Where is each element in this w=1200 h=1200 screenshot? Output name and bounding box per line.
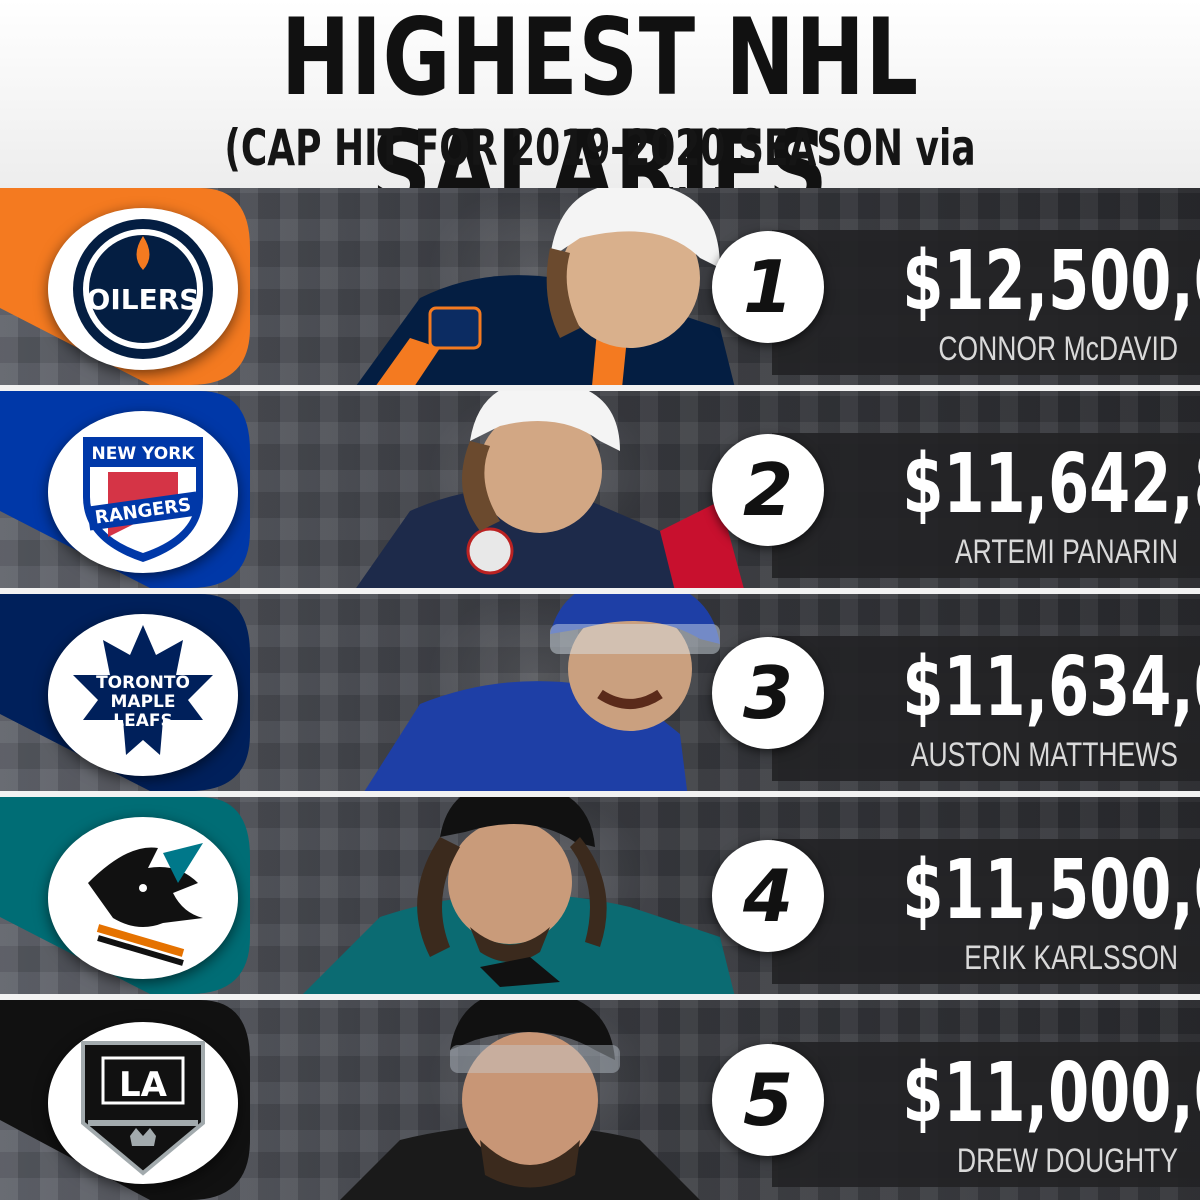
salary-amount: $11,500,000 xyxy=(902,843,1200,938)
ranking-row-3: TORONTO MAPLE LEAFS 3 $11,634,000 AUSTON… xyxy=(0,594,1200,791)
sharks-logo-icon xyxy=(88,843,203,966)
player-silhouette-icon xyxy=(340,1000,700,1200)
team-logo xyxy=(48,817,238,979)
player-name: ERIK KARLSSON xyxy=(964,939,1178,977)
row-divider xyxy=(0,791,1200,797)
maple-leafs-logo-icon: TORONTO MAPLE LEAFS xyxy=(73,625,213,755)
salary-amount: $11,642,857 xyxy=(902,437,1200,532)
team-logo: NEW YORK RANGERS xyxy=(48,411,238,573)
salary-panel: $11,634,000 AUSTON MATTHEWS xyxy=(772,636,1200,781)
svg-text:NEW YORK: NEW YORK xyxy=(92,444,196,464)
svg-text:TORONTO: TORONTO xyxy=(96,673,190,693)
salary-panel: $11,642,857 ARTEMI PANARIN xyxy=(772,433,1200,578)
svg-text:MAPLE: MAPLE xyxy=(111,692,176,712)
salary-panel: $12,500,000 CONNOR McDAVID xyxy=(772,230,1200,375)
player-silhouette-icon xyxy=(364,594,720,791)
header: HIGHEST NHL SALARIES (CAP HIT FOR 2019-2… xyxy=(0,0,1200,237)
team-logo: TORONTO MAPLE LEAFS xyxy=(48,614,238,776)
salary-amount: $12,500,000 xyxy=(902,234,1200,329)
row-divider xyxy=(0,588,1200,594)
player-name: CONNOR McDAVID xyxy=(938,330,1178,368)
player-name: AUSTON MATTHEWS xyxy=(910,736,1178,774)
salary-panel: $11,000,000 DREW DOUGHTY xyxy=(772,1042,1200,1187)
rank-badge: 5 xyxy=(712,1044,824,1156)
player-silhouette-icon xyxy=(356,188,735,385)
salary-amount: $11,000,000 xyxy=(902,1046,1200,1141)
salary-amount: $11,634,000 xyxy=(902,640,1200,735)
ranking-row-1: OILERS 1 $12,500,000 CONNOR McDAVID xyxy=(0,188,1200,385)
kings-logo-icon: LA xyxy=(81,1041,205,1176)
ranking-row-5: LA 5 $11,000,000 DREW DOUGHTY xyxy=(0,1000,1200,1200)
salary-panel: $11,500,000 ERIK KARLSSON xyxy=(772,839,1200,984)
svg-text:LEAFS: LEAFS xyxy=(113,711,172,731)
rank-badge: 2 xyxy=(712,433,824,546)
rangers-logo-icon: NEW YORK RANGERS xyxy=(83,437,203,562)
ranking-row-4: 4 $11,500,000 ERIK KARLSSON xyxy=(0,797,1200,994)
player-name: DREW DOUGHTY xyxy=(957,1142,1178,1180)
rank-badge: 1 xyxy=(712,230,824,343)
player-name: ARTEMI PANARIN xyxy=(954,533,1178,571)
row-divider xyxy=(0,385,1200,391)
team-logo: OILERS xyxy=(48,208,238,370)
player-silhouette-icon xyxy=(303,797,735,994)
svg-text:LA: LA xyxy=(119,1065,168,1105)
rank-badge: 4 xyxy=(712,839,824,952)
team-logo: LA xyxy=(48,1022,238,1184)
oilers-logo-icon: OILERS xyxy=(73,219,213,359)
rank-badge: 3 xyxy=(712,636,824,749)
page-title: HIGHEST NHL SALARIES xyxy=(281,0,919,231)
svg-text:OILERS: OILERS xyxy=(87,283,200,316)
row-divider xyxy=(0,994,1200,1000)
player-silhouette-icon xyxy=(356,391,744,588)
ranking-row-2: NEW YORK RANGERS 2 $11,642,857 ARTEMI PA… xyxy=(0,391,1200,588)
